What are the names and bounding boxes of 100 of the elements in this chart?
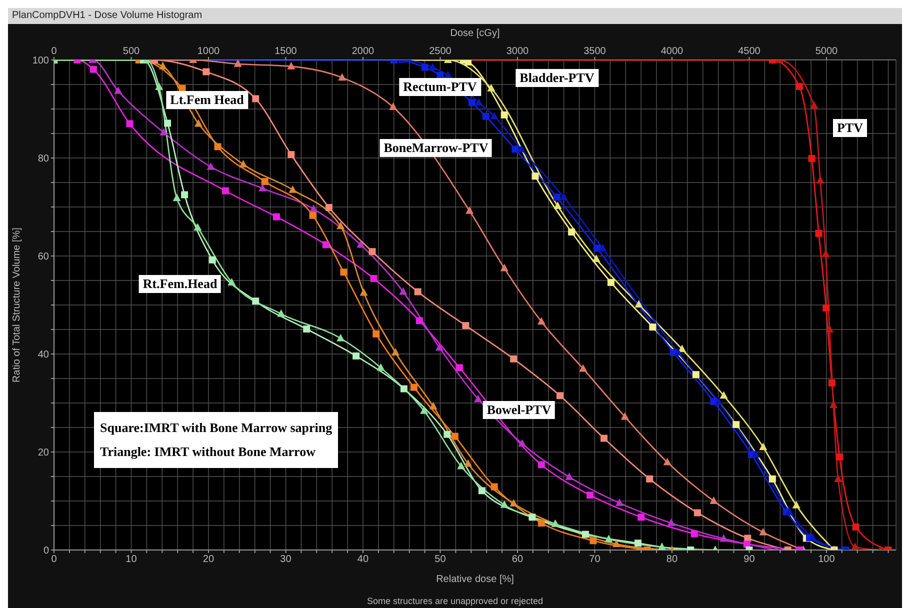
point	[582, 530, 589, 538]
point	[500, 500, 508, 508]
point	[528, 514, 536, 521]
point	[692, 371, 700, 378]
point	[474, 98, 483, 106]
point	[90, 66, 97, 73]
point	[512, 146, 519, 153]
point	[288, 185, 297, 193]
x2-tick-label: 4500	[738, 46, 761, 57]
x-tick-label: 0	[51, 554, 58, 566]
point	[436, 72, 444, 79]
point	[468, 99, 476, 106]
x2-tick-label: 4000	[660, 46, 684, 57]
point	[194, 223, 202, 231]
point	[420, 406, 428, 414]
x2-tick-label: 3000	[506, 46, 530, 57]
point	[592, 254, 600, 262]
y-tick-label: 100	[32, 56, 50, 67]
point	[732, 421, 740, 428]
point	[490, 112, 498, 120]
point	[155, 82, 164, 90]
point	[792, 500, 800, 508]
x-tick-label: 40	[357, 554, 369, 566]
annotation: BoneMarrow-PTV	[380, 139, 492, 157]
point	[518, 439, 526, 447]
point	[554, 202, 562, 210]
point	[537, 317, 546, 325]
x-tick-label: 10	[126, 554, 138, 566]
point	[466, 206, 474, 214]
point	[114, 86, 122, 94]
point	[478, 487, 486, 494]
point	[181, 191, 188, 198]
point	[553, 194, 560, 201]
point	[538, 520, 545, 527]
x2-tick-label: 1000	[197, 46, 220, 57]
point	[428, 62, 437, 70]
x2-tick-label: 1500	[274, 46, 298, 57]
y-tick-label: 0	[43, 546, 50, 557]
annotation: Lt.Fem Head	[166, 91, 248, 109]
point	[667, 518, 676, 526]
point	[410, 384, 418, 391]
point	[435, 343, 444, 351]
point	[261, 178, 268, 186]
annotation: Rectum-PTV	[399, 78, 481, 96]
point	[560, 192, 568, 200]
point	[487, 84, 496, 92]
x-tick-label: 70	[589, 554, 601, 566]
point	[690, 530, 698, 538]
point	[352, 352, 360, 360]
annotation: Rt.Fem.Head	[138, 275, 222, 293]
point	[356, 240, 365, 248]
point	[444, 70, 452, 78]
point	[309, 212, 316, 219]
point	[429, 402, 438, 410]
x2-axis-title: Dose [cGy]	[450, 28, 500, 39]
point	[234, 60, 242, 67]
point	[326, 204, 332, 211]
annotation: PTV	[833, 119, 867, 137]
annotation: Square:IMRT with Bone Marrow sapring	[100, 419, 332, 437]
point	[500, 264, 508, 272]
point	[239, 160, 248, 168]
x-tick-label: 100	[818, 554, 836, 566]
point	[751, 450, 760, 458]
point	[538, 461, 545, 468]
annotation: Bowel-PTV	[482, 401, 556, 419]
point	[414, 288, 422, 296]
point	[376, 363, 385, 371]
point	[600, 434, 608, 442]
point	[828, 379, 836, 386]
x2-tick-label: 500	[122, 46, 140, 57]
point	[416, 317, 423, 324]
x2-tick-label: 2500	[429, 46, 452, 57]
point	[214, 143, 222, 150]
point	[808, 533, 817, 541]
point	[457, 462, 466, 470]
point	[598, 244, 606, 252]
point	[338, 73, 346, 81]
point	[646, 475, 654, 482]
point	[482, 112, 490, 120]
point	[500, 111, 508, 118]
point	[556, 392, 564, 400]
point	[368, 248, 376, 256]
point	[451, 432, 458, 440]
point	[815, 230, 822, 237]
point	[462, 322, 470, 330]
point	[658, 542, 666, 550]
point	[464, 60, 472, 66]
point	[510, 355, 518, 362]
point	[303, 326, 310, 333]
point	[785, 507, 794, 515]
point	[720, 534, 728, 542]
x2-tick-label: 0	[51, 46, 58, 57]
point	[288, 151, 295, 158]
x-tick-label: 30	[280, 554, 292, 566]
point	[808, 154, 816, 162]
point	[565, 472, 574, 480]
point	[615, 498, 624, 506]
point	[768, 475, 776, 482]
point	[649, 324, 656, 331]
point	[464, 459, 472, 467]
